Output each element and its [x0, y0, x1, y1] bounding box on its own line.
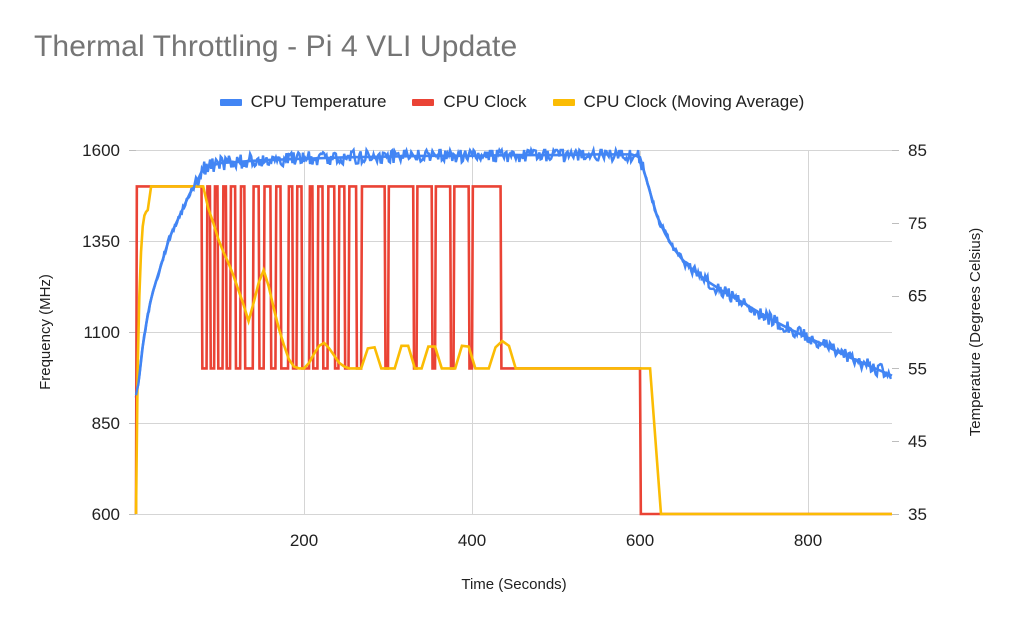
y-axis-tick-label: 1100 — [83, 323, 120, 342]
y2-axis-tick-label: 45 — [908, 432, 927, 451]
legend-swatch-cpu-clock — [412, 98, 435, 106]
x-axis-title: Time (Seconds) — [461, 576, 566, 593]
legend-item-cpu-temperature[interactable]: CPU Temperature — [219, 92, 387, 112]
x-axis-tick-label: 200 — [290, 531, 318, 550]
legend-label-cpu-clock-moving-average: CPU Clock (Moving Average) — [583, 92, 805, 111]
series-line-cpu-clock-moving-average — [134, 185, 892, 516]
y-axis-tick-label: 1600 — [82, 141, 120, 160]
y2-axis-tick-label: 75 — [908, 214, 927, 233]
series-line-cpu-temperature-noise — [134, 145, 893, 396]
y2-axis-title: Temperature (Degrees Celsius) — [967, 228, 984, 436]
legend-swatch-cpu-clock-moving-average — [552, 98, 575, 106]
y-axis-tick-label: 600 — [92, 505, 120, 524]
y2-axis-tick-label: 35 — [908, 505, 927, 524]
y-axis-title: Frequency (MHz) — [37, 274, 54, 390]
y2-axis-tick-label: 55 — [908, 359, 927, 378]
y2-axis-tick-label: 65 — [908, 287, 927, 306]
y-axis-tick-label: 1350 — [82, 232, 120, 251]
legend-item-cpu-clock[interactable]: CPU Clock — [412, 92, 527, 112]
x-axis-tick-label: 600 — [626, 531, 654, 550]
gridlines — [136, 150, 892, 515]
y2-axis-tick-label: 85 — [908, 141, 927, 160]
chart-legend: CPU Temperature CPU Clock CPU Clock (Mov… — [0, 92, 1024, 112]
series-line-cpu-clock — [134, 185, 892, 516]
x-axis-tick-label: 800 — [794, 531, 822, 550]
legend-label-cpu-clock: CPU Clock — [443, 92, 527, 111]
chart-title: Thermal Throttling - Pi 4 VLI Update — [34, 30, 518, 63]
series-lines — [134, 145, 893, 516]
axis-labels: 1600 1350 1100 850 600 85 75 65 55 45 35 200 400 600 8… — [37, 141, 984, 593]
legend-label-cpu-temperature: CPU Temperature — [250, 92, 387, 111]
y-axis-tick-label: 850 — [92, 414, 120, 433]
tickmarks — [129, 150, 899, 515]
x-axis-tick-label: 400 — [458, 531, 486, 550]
legend-swatch-cpu-temperature — [219, 98, 242, 106]
legend-item-cpu-clock-moving-average[interactable]: CPU Clock (Moving Average) — [552, 92, 805, 112]
